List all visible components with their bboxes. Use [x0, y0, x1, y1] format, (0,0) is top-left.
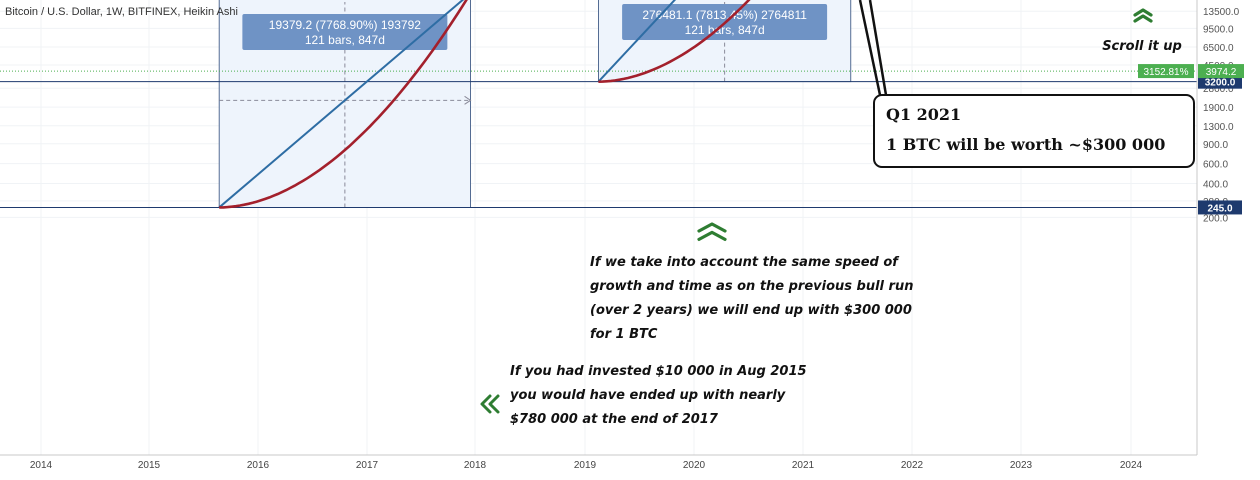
invest-text-line: $780 000 at the end of 2017	[510, 412, 719, 427]
time-tick-label: 2018	[464, 460, 487, 471]
chart-title: Bitcoin / U.S. Dollar, 1W, BITFINEX, Hei…	[5, 6, 238, 18]
time-tick-label: 2024	[1120, 460, 1143, 471]
time-tick-label: 2023	[1010, 460, 1033, 471]
last-price-label: 3974.2	[1206, 67, 1237, 78]
price-tick-label: 200.0	[1203, 213, 1228, 224]
price-tick-label: 1900.0	[1203, 103, 1234, 114]
projection-text-line: (over 2 years) we will end up with $300 …	[590, 303, 912, 318]
time-tick-label: 2020	[683, 460, 706, 471]
projection-text-line: growth and time as on the previous bull …	[590, 279, 913, 294]
price-line-tag-label: 245.0	[1207, 203, 1232, 214]
measure-label-line2: 121 bars, 847d	[305, 33, 385, 47]
time-tick-label: 2016	[247, 460, 270, 471]
price-line-tag-label: 3200.0	[1205, 78, 1236, 89]
invest-text-line: you would have ended up with nearly	[510, 388, 786, 403]
scroll-up-label: Scroll it up	[1102, 39, 1182, 54]
time-tick-label: 2019	[574, 460, 597, 471]
callout-body: 1 BTC will be worth ~$300 000	[886, 135, 1165, 154]
time-tick-label: 2021	[792, 460, 815, 471]
callout-title: Q1 2021	[886, 105, 961, 124]
projection-text-line: for 1 BTC	[590, 327, 658, 342]
measure-label-line2: 121 bars, 847d	[685, 23, 765, 37]
time-tick-label: 2017	[356, 460, 379, 471]
projection-text-line: If we take into account the same speed o…	[590, 255, 900, 270]
price-tick-label: 400.0	[1203, 179, 1228, 190]
price-tick-label: 6500.0	[1203, 43, 1234, 54]
measure-label-line1: 276481.1 (7813.45%) 2764811	[642, 8, 807, 22]
time-tick-label: 2015	[138, 460, 161, 471]
time-tick-label: 2022	[901, 460, 924, 471]
price-tick-label: 900.0	[1203, 140, 1228, 151]
invest-text-line: If you had invested $10 000 in Aug 2015	[510, 364, 807, 379]
price-tick-label: 9500.0	[1203, 24, 1234, 35]
price-tick-label: 13500.0	[1203, 7, 1240, 18]
time-tick-label: 2014	[30, 460, 53, 471]
last-change-label: 3152.81%	[1143, 67, 1188, 78]
price-tick-label: 600.0	[1203, 160, 1228, 171]
measure-label-line1: 19379.2 (7768.90%) 193792	[269, 18, 421, 32]
price-tick-label: 1300.0	[1203, 122, 1234, 133]
